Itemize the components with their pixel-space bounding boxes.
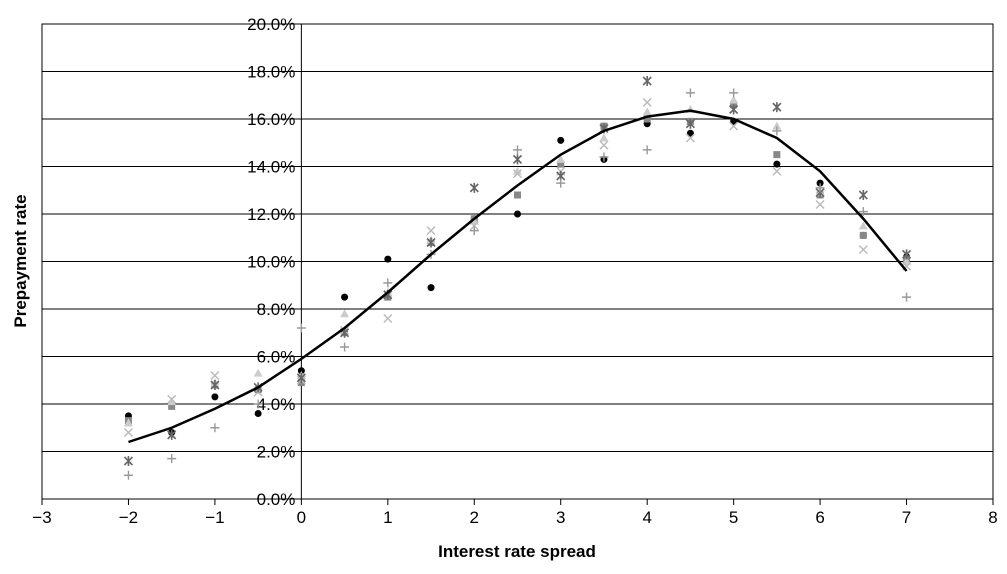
point: [469, 221, 479, 231]
point: [123, 427, 133, 438]
point: [729, 104, 739, 115]
x-tick-label: 3: [556, 508, 565, 527]
fit-line: [128, 109, 908, 444]
x-tick-label: −1: [205, 508, 224, 527]
point: [773, 151, 781, 159]
point: [642, 145, 652, 155]
point: [729, 95, 739, 104]
point: [254, 410, 262, 417]
point: [859, 231, 867, 239]
point: [772, 121, 782, 130]
point: [729, 88, 739, 98]
point: [296, 323, 306, 333]
point: [729, 121, 739, 131]
point: [815, 199, 825, 210]
point: [383, 313, 393, 324]
y-tick-label: 18.0%: [247, 63, 295, 82]
point: [514, 210, 521, 218]
point: [253, 368, 263, 377]
point: [512, 169, 523, 179]
point: [642, 76, 652, 86]
point: [340, 309, 350, 318]
point: [253, 399, 263, 409]
point: [297, 367, 305, 375]
point: [167, 394, 177, 404]
point: [858, 221, 868, 230]
point: [123, 470, 133, 480]
point: [210, 423, 220, 433]
x-tick-label: 4: [642, 508, 651, 527]
point: [858, 190, 868, 200]
point: [685, 133, 695, 143]
point: [340, 342, 350, 352]
point: [512, 154, 523, 165]
point: [686, 129, 694, 137]
y-axis-title: Prepayment rate: [11, 194, 30, 327]
point: [599, 140, 609, 150]
point: [858, 207, 868, 217]
y-tick-label: 14.0%: [247, 158, 295, 177]
point: [383, 278, 393, 288]
point: [167, 397, 177, 406]
point: [384, 255, 392, 263]
y-tick-label: 16.0%: [247, 110, 295, 129]
point: [469, 182, 479, 193]
point: [426, 226, 436, 236]
point: [858, 245, 868, 255]
x-tick-label: 7: [902, 508, 911, 527]
point: [557, 160, 565, 168]
point: [341, 293, 349, 301]
point: [167, 429, 177, 440]
point: [901, 249, 912, 260]
point: [557, 136, 565, 144]
point: [168, 402, 176, 410]
y-tick-label: 6.0%: [257, 348, 296, 367]
x-tick-label: 0: [297, 508, 306, 527]
point: [427, 284, 435, 292]
point: [513, 145, 522, 155]
point: [902, 292, 912, 302]
point: [123, 418, 133, 427]
x-axis-title: Interest rate spread: [438, 542, 596, 561]
y-tick-label: 12.0%: [247, 205, 295, 224]
y-tick-label: 2.0%: [257, 443, 296, 462]
point: [643, 115, 651, 123]
point: [211, 393, 219, 401]
point: [772, 166, 782, 176]
point: [514, 191, 521, 199]
point: [599, 152, 609, 162]
point: [123, 456, 134, 466]
point: [642, 97, 652, 107]
point: [773, 160, 781, 168]
x-tick-label: 8: [988, 508, 997, 527]
point: [816, 179, 824, 187]
x-tick-label: 1: [383, 508, 392, 527]
point: [772, 126, 782, 136]
point: [296, 372, 306, 383]
point: [556, 154, 566, 163]
point: [513, 166, 522, 175]
point: [469, 226, 479, 236]
point: [815, 183, 825, 193]
x-tick-label: 6: [815, 508, 824, 527]
point: [642, 107, 652, 116]
point: [167, 454, 177, 464]
x-tick-label: −3: [32, 508, 51, 527]
y-tick-label: 10.0%: [247, 253, 295, 272]
y-tick-label: 8.0%: [257, 300, 296, 319]
point: [772, 102, 782, 113]
point: [556, 178, 566, 188]
point: [426, 237, 436, 248]
y-tick-label: 4.0%: [257, 395, 296, 414]
point: [599, 133, 609, 142]
point: [210, 370, 220, 381]
x-tick-label: 5: [729, 508, 738, 527]
point: [210, 380, 220, 390]
x-tick-label: 2: [470, 508, 479, 527]
point: [685, 88, 695, 98]
point: [685, 118, 695, 129]
x-tick-label: −2: [119, 508, 138, 527]
